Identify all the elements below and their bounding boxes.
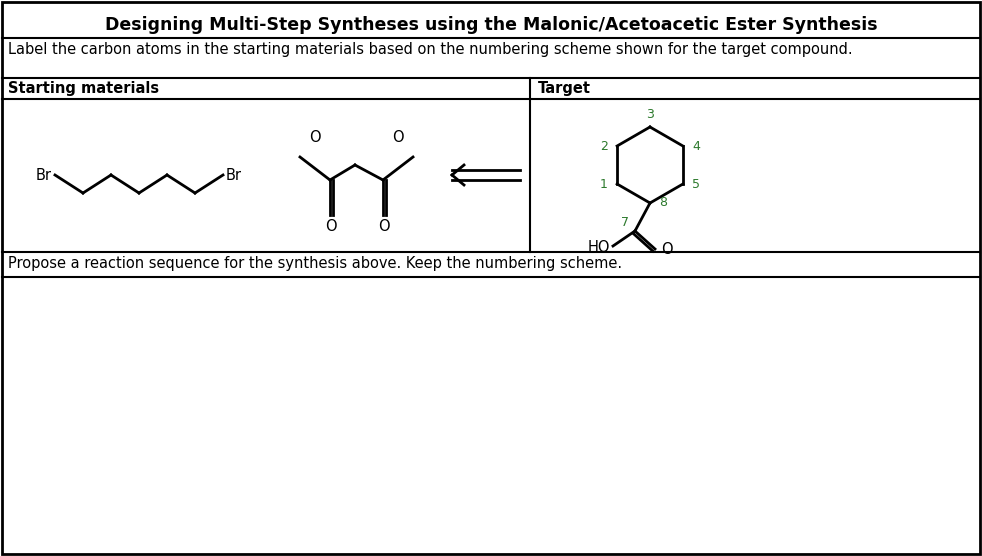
Text: 8: 8 bbox=[659, 196, 667, 210]
Text: Propose a reaction sequence for the synthesis above. Keep the numbering scheme.: Propose a reaction sequence for the synt… bbox=[8, 256, 623, 271]
Text: Target: Target bbox=[538, 81, 591, 96]
Text: Label the carbon atoms in the starting materials based on the numbering scheme s: Label the carbon atoms in the starting m… bbox=[8, 42, 852, 57]
Text: 5: 5 bbox=[692, 177, 700, 191]
Text: Designing Multi-Step Syntheses using the Malonic/Acetoacetic Ester Synthesis: Designing Multi-Step Syntheses using the… bbox=[105, 16, 877, 34]
Text: 1: 1 bbox=[600, 177, 608, 191]
Text: O: O bbox=[378, 219, 390, 234]
Text: O: O bbox=[392, 130, 404, 145]
Text: O: O bbox=[325, 219, 337, 234]
Text: Starting materials: Starting materials bbox=[8, 81, 159, 96]
Text: 7: 7 bbox=[621, 216, 629, 230]
Text: 3: 3 bbox=[646, 107, 654, 121]
Text: 2: 2 bbox=[600, 140, 608, 152]
Text: Br: Br bbox=[36, 167, 52, 182]
Text: 4: 4 bbox=[692, 140, 700, 152]
Text: Br: Br bbox=[226, 167, 242, 182]
Text: O: O bbox=[661, 241, 673, 256]
Text: O: O bbox=[309, 130, 321, 145]
Text: HO: HO bbox=[588, 241, 610, 256]
